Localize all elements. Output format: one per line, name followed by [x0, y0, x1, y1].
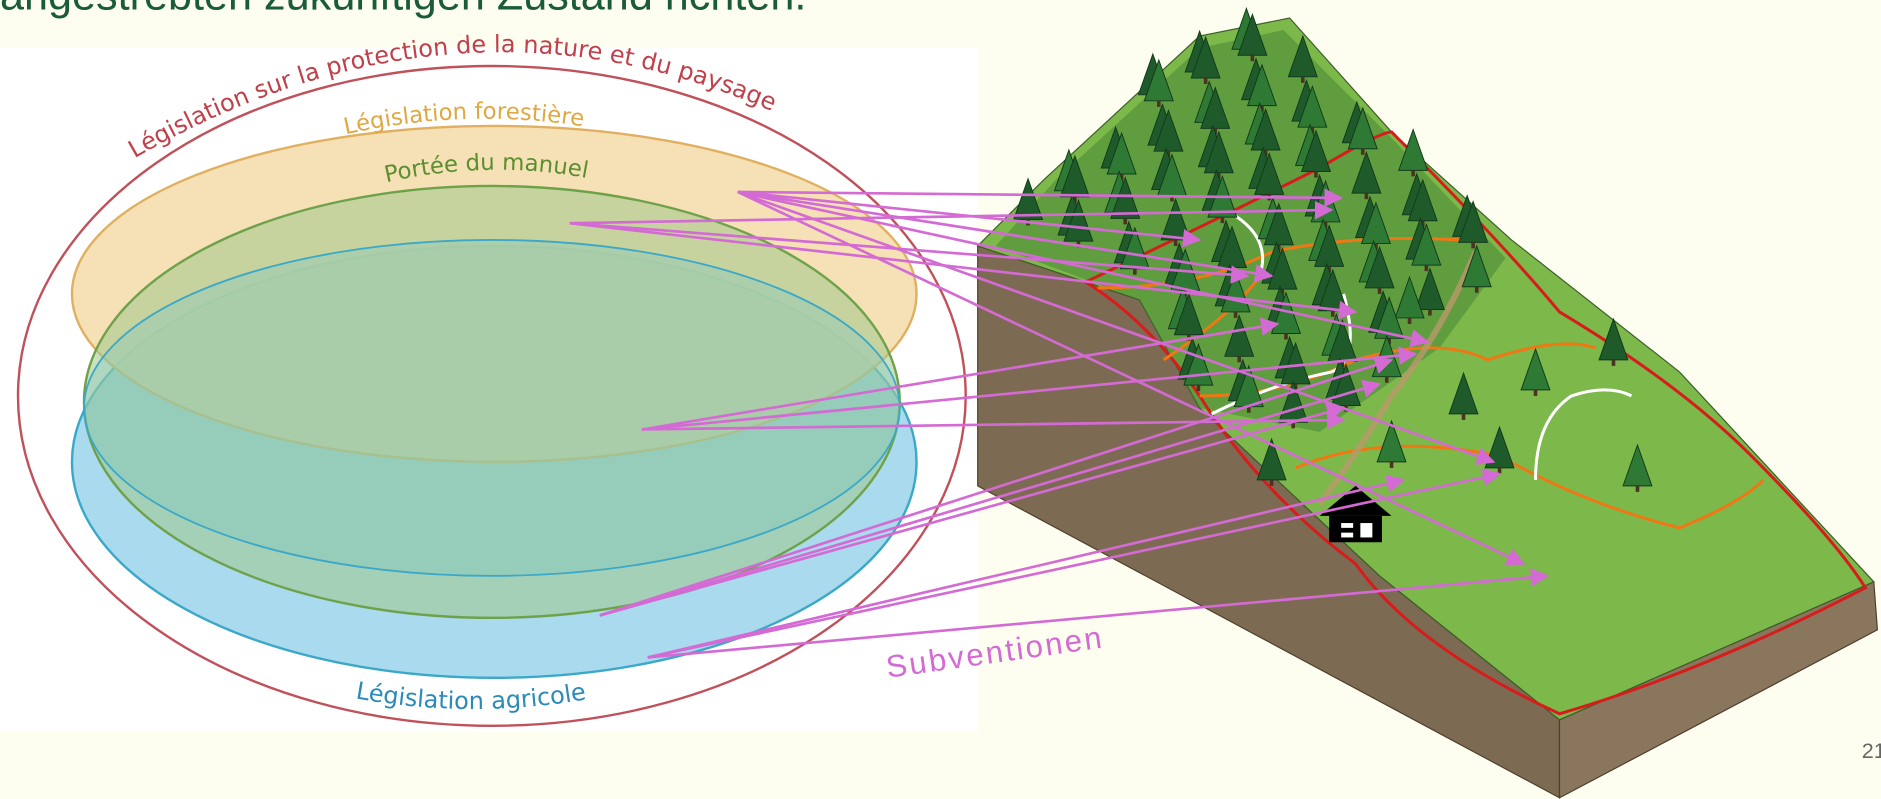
- tree-trunk: [1385, 377, 1389, 383]
- slide: {"slide_title": "angestrebten zukünftige…: [0, 0, 1881, 799]
- rect: [1341, 523, 1353, 528]
- tree-trunk: [1534, 390, 1538, 396]
- tree-trunk: [1197, 385, 1201, 391]
- tree-trunk: [1204, 78, 1208, 84]
- tree-trunk: [1475, 287, 1479, 293]
- tree-trunk: [1408, 318, 1412, 324]
- rect: [1341, 533, 1353, 538]
- tree-trunk: [1425, 265, 1429, 271]
- tree-trunk: [1174, 240, 1178, 246]
- tree-trunk: [1270, 480, 1274, 486]
- tree-trunk: [1462, 414, 1466, 420]
- tree-trunk: [1331, 311, 1335, 317]
- tree-trunk: [1411, 170, 1415, 176]
- tree-trunk: [1251, 55, 1255, 61]
- tree-trunk: [1234, 312, 1238, 318]
- tree-trunk: [1237, 356, 1241, 362]
- tree-trunk: [1133, 269, 1137, 275]
- tree-trunk: [1284, 334, 1288, 340]
- tree-trunk: [1301, 77, 1305, 83]
- tree-trunk: [1471, 242, 1475, 248]
- landscape: [978, 8, 1878, 797]
- slide-canvas: angestrebten zukünftigen Zustand richten…: [0, 0, 1881, 799]
- tree-trunk: [1123, 218, 1127, 224]
- tree-trunk: [1221, 217, 1225, 223]
- tree-trunk: [1390, 462, 1394, 468]
- tree-trunk: [1612, 360, 1616, 366]
- tree-trunk: [1361, 149, 1365, 155]
- tree-trunk: [1314, 172, 1318, 178]
- tree-trunk: [1428, 310, 1432, 316]
- tree-trunk: [1378, 288, 1382, 294]
- slide-title: angestrebten zukünftigen Zustand richten…: [0, 0, 806, 20]
- rect: [1329, 516, 1382, 542]
- tree-trunk: [1157, 101, 1161, 107]
- rect: [1360, 523, 1372, 537]
- page-number: 21: [1862, 738, 1881, 763]
- tree-trunk: [1365, 193, 1369, 199]
- tree-trunk: [1636, 486, 1640, 492]
